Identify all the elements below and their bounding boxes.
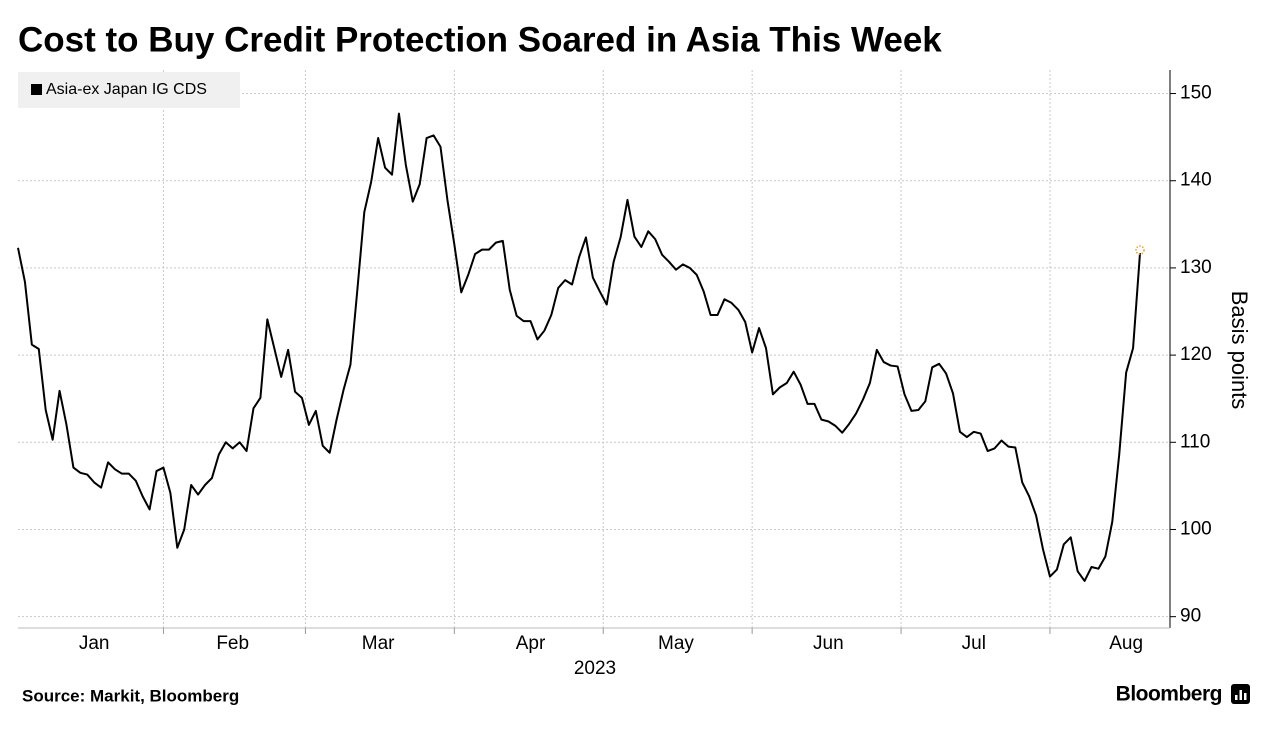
- x-tick-label: Feb: [216, 633, 249, 654]
- legend-swatch: [31, 84, 42, 95]
- legend-label: Asia-ex Japan IG CDS: [46, 81, 207, 98]
- y-tick-label: 100: [1180, 518, 1212, 539]
- brand-icon: [1231, 684, 1250, 704]
- x-tick-label: Apr: [516, 633, 546, 654]
- legend: Asia-ex Japan IG CDS: [18, 72, 240, 108]
- x-tick-label: Mar: [362, 633, 395, 654]
- source-note: Source: Markit, Bloomberg: [22, 686, 239, 705]
- y-tick-label: 110: [1180, 431, 1210, 452]
- x-tick-label: Jun: [813, 633, 844, 654]
- x-axis-label: 2023: [574, 658, 616, 679]
- legend-box: [18, 72, 240, 108]
- y-tick-label: 130: [1180, 257, 1212, 278]
- x-tick-label: Aug: [1109, 633, 1143, 654]
- data-line: [17, 112, 1141, 582]
- last-value-marker: [1135, 245, 1145, 255]
- y-tick-label: 140: [1180, 170, 1212, 191]
- y-tick-label: 120: [1180, 344, 1212, 365]
- y-tick-label: 150: [1180, 83, 1212, 104]
- brand: Bloomberg: [1116, 683, 1222, 706]
- y-tick-label: 90: [1180, 606, 1201, 627]
- x-tick-label: May: [658, 633, 694, 654]
- x-tick-label: Jul: [962, 633, 986, 654]
- chart-title: Cost to Buy Credit Protection Soared in …: [18, 20, 942, 59]
- y-axis-label: Basis points: [1227, 291, 1252, 410]
- x-tick-label: Jan: [79, 633, 110, 654]
